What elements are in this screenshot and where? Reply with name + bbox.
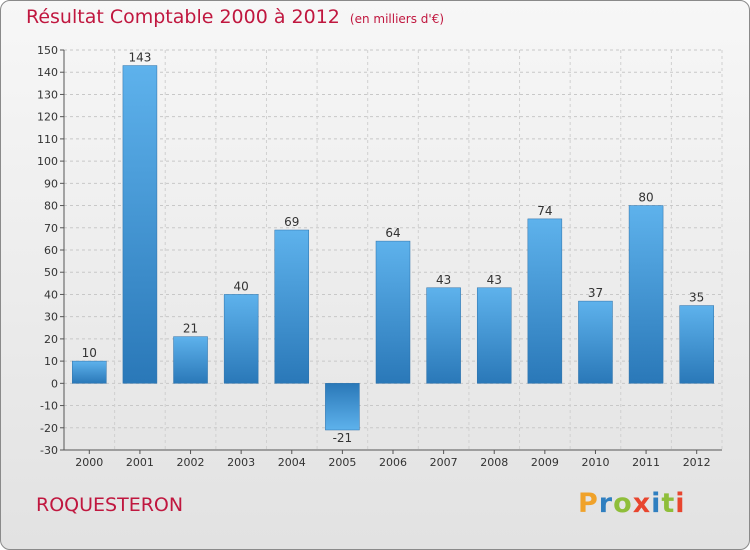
data-label: 21 [183, 322, 198, 336]
chart-title: Résultat Comptable 2000 à 2012 (en millie… [26, 6, 445, 28]
x-tick-label: 2002 [177, 456, 205, 469]
bar [679, 305, 714, 384]
data-label: -21 [333, 431, 353, 445]
bar [628, 205, 664, 384]
y-tick-label: -10 [40, 400, 58, 413]
y-tick-label: 30 [44, 311, 58, 324]
x-tick-label: 2004 [278, 456, 306, 469]
y-tick-label: 80 [44, 200, 58, 213]
bar [578, 300, 613, 384]
y-tick-label: 130 [37, 88, 58, 101]
y-tick-label: 100 [37, 155, 58, 168]
y-tick-label: 110 [37, 133, 58, 146]
data-label: 143 [128, 51, 151, 65]
data-label: 64 [385, 226, 400, 240]
data-label: 69 [284, 215, 299, 229]
x-tick-label: 2005 [328, 456, 356, 469]
data-label: 80 [638, 191, 653, 205]
x-tick-label: 2003 [227, 456, 255, 469]
y-tick-label: 60 [44, 244, 58, 257]
y-tick-label: -30 [40, 444, 58, 457]
bar [527, 218, 563, 384]
data-label: 37 [588, 286, 603, 300]
bar [375, 240, 411, 384]
x-tick-label: 2010 [581, 456, 609, 469]
data-label: 35 [689, 291, 704, 305]
bar [223, 294, 259, 384]
logo-letter: x [632, 488, 652, 519]
logo-letter: i [675, 488, 686, 519]
x-tick-label: 2006 [379, 456, 407, 469]
x-tick-label: 2007 [430, 456, 458, 469]
bar [122, 65, 158, 384]
logo-letter: i [651, 488, 662, 519]
x-tick-label: 2009 [531, 456, 559, 469]
logo-letter: o [613, 488, 633, 519]
bar [173, 336, 208, 384]
proxiti-logo: Proxiti [578, 488, 686, 519]
location-name: ROQUESTERON [36, 494, 184, 516]
x-tick-label: 2000 [75, 456, 103, 469]
bar [476, 287, 512, 384]
data-label: 10 [82, 346, 97, 360]
data-label: 74 [537, 204, 552, 218]
bar [72, 360, 107, 384]
y-tick-label: 70 [44, 222, 58, 235]
y-tick-label: 0 [51, 377, 58, 390]
logo-letter: r [598, 488, 614, 519]
y-tick-label: -20 [40, 422, 58, 435]
y-tick-label: 40 [44, 288, 58, 301]
y-tick-label: 90 [44, 177, 58, 190]
data-label: 40 [234, 279, 249, 293]
x-tick-label: 2001 [126, 456, 154, 469]
y-tick-label: 150 [37, 44, 58, 57]
y-tick-label: 20 [44, 333, 58, 346]
bar [426, 287, 461, 384]
data-label: 43 [487, 273, 502, 287]
logo-letter: t [661, 488, 676, 519]
data-label: 43 [436, 273, 451, 287]
y-tick-label: 140 [37, 66, 58, 79]
x-tick-label: 2012 [683, 456, 711, 469]
bar [325, 383, 360, 431]
x-tick-label: 2008 [480, 456, 508, 469]
y-tick-label: 120 [37, 111, 58, 124]
x-tick-label: 2011 [632, 456, 660, 469]
y-tick-label: 50 [44, 266, 58, 279]
y-tick-label: 10 [44, 355, 58, 368]
logo-letter: P [578, 488, 599, 519]
chart-subtitle: (en milliers d'€) [349, 12, 445, 26]
bar [274, 229, 310, 384]
